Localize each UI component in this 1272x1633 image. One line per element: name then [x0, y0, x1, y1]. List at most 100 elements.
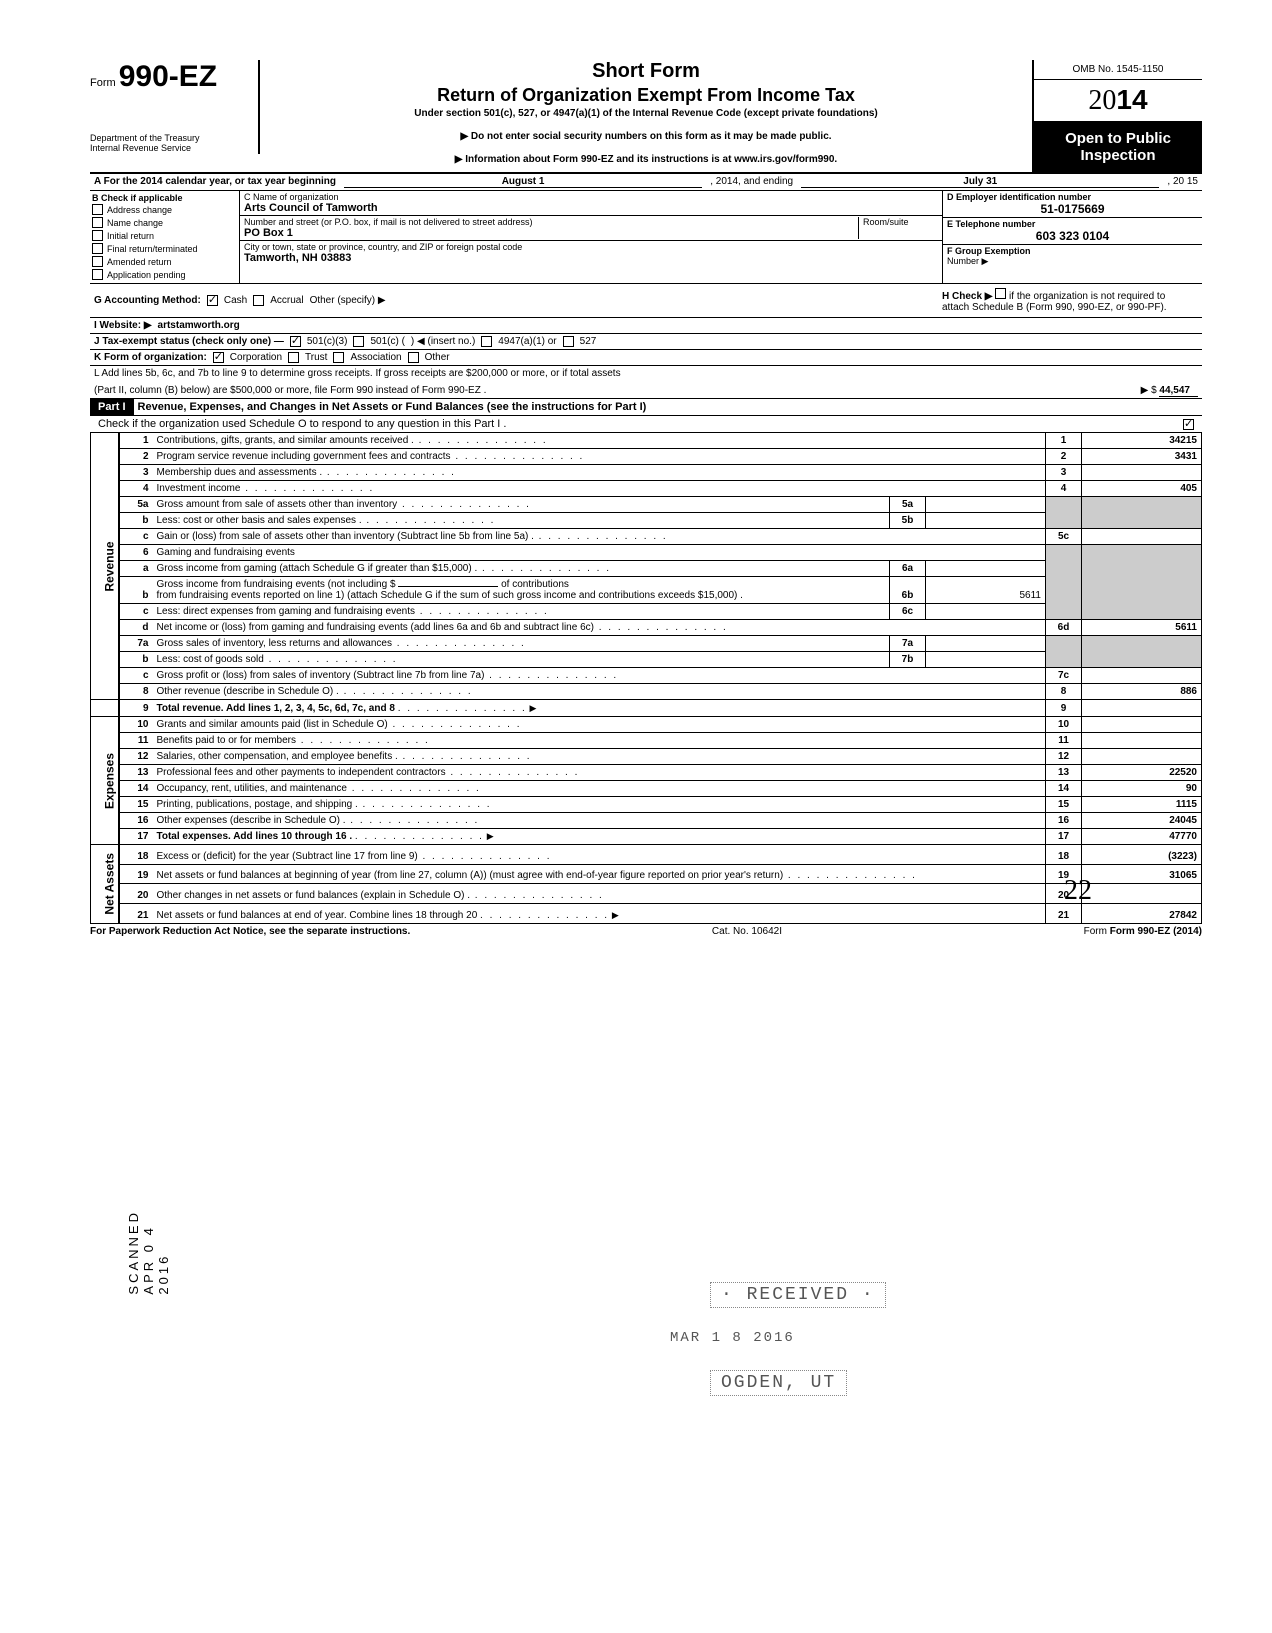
- ln5b-sv[interactable]: [926, 513, 1046, 529]
- year-prefix: 20: [1088, 85, 1116, 116]
- chk-name[interactable]: [92, 217, 103, 228]
- b-header: B Check if applicable: [92, 193, 237, 203]
- period-end[interactable]: July 31: [801, 176, 1159, 188]
- ln7b-sn: 7b: [890, 652, 926, 668]
- chk-part1-scho[interactable]: [1183, 419, 1194, 430]
- ln18-v[interactable]: (3223): [1082, 845, 1202, 865]
- ln6a-n: a: [119, 561, 153, 577]
- stamp-scanned: SCANNED APR 0 4 2016: [126, 1210, 171, 1295]
- i-label: I Website: ▶: [94, 320, 152, 331]
- ln21-v[interactable]: 27842: [1082, 903, 1202, 923]
- ln16-d: Other expenses (describe in Schedule O) …: [153, 813, 1046, 829]
- ln12-d: Salaries, other compensation, and employ…: [153, 749, 1046, 765]
- ln12-v[interactable]: [1082, 749, 1202, 765]
- ln19-v[interactable]: 31065: [1082, 864, 1202, 884]
- ln13-n: 13: [119, 765, 153, 781]
- ln18-d: Excess or (deficit) for the year (Subtra…: [153, 845, 1046, 865]
- phone[interactable]: 603 323 0104: [947, 229, 1198, 243]
- street-val[interactable]: PO Box 1: [244, 227, 858, 239]
- ln9-db: Total revenue. Add lines 1, 2, 3, 4, 5c,…: [157, 703, 395, 714]
- ln5a-d: Gross amount from sale of assets other t…: [153, 497, 890, 513]
- ln13-v[interactable]: 22520: [1082, 765, 1202, 781]
- chk-501c[interactable]: [353, 336, 364, 347]
- chk-corp[interactable]: [213, 352, 224, 363]
- website[interactable]: artstamworth.org: [158, 320, 240, 331]
- ln1-v[interactable]: 34215: [1082, 433, 1202, 449]
- org-name[interactable]: Arts Council of Tamworth: [244, 202, 938, 214]
- ln19-d: Net assets or fund balances at beginning…: [153, 864, 1046, 884]
- ln20-v[interactable]: [1082, 884, 1202, 904]
- chk-initial[interactable]: [92, 230, 103, 241]
- ln6d-v[interactable]: 5611: [1082, 620, 1202, 636]
- ln5a-sv[interactable]: [926, 497, 1046, 513]
- street-label: Number and street (or P.O. box, if mail …: [244, 217, 858, 227]
- opt-other-org: Other: [425, 352, 450, 363]
- ln10-d: Grants and similar amounts paid (list in…: [153, 717, 1046, 733]
- chk-h[interactable]: [995, 288, 1006, 299]
- ln17-v[interactable]: 47770: [1082, 829, 1202, 845]
- ln5b-n: b: [119, 513, 153, 529]
- ln6b-d2: of contributions: [501, 579, 569, 590]
- side-revenue: Revenue: [91, 433, 119, 700]
- ln15-nc: 15: [1046, 797, 1082, 813]
- row-i: I Website: ▶ artstamworth.org: [90, 318, 1202, 334]
- ln3-d: Membership dues and assessments .: [153, 465, 1046, 481]
- section-b: B Check if applicable Address change Nam…: [90, 191, 240, 283]
- ln6b-sn: 6b: [890, 577, 926, 604]
- chk-527[interactable]: [563, 336, 574, 347]
- ln10-v[interactable]: [1082, 717, 1202, 733]
- ln8-v[interactable]: 886: [1082, 684, 1202, 700]
- ln12-n: 12: [119, 749, 153, 765]
- chk-4947[interactable]: [481, 336, 492, 347]
- g-label: G Accounting Method:: [94, 295, 201, 306]
- ln6c-sv[interactable]: [926, 604, 1046, 620]
- row-j: J Tax-exempt status (check only one) — 5…: [90, 334, 1202, 350]
- city-val[interactable]: Tamworth, NH 03883: [244, 252, 938, 264]
- part1-title: Revenue, Expenses, and Changes in Net As…: [134, 399, 651, 415]
- ln15-v[interactable]: 1115: [1082, 797, 1202, 813]
- chk-cash[interactable]: [207, 295, 218, 306]
- ln6b-blank[interactable]: [398, 586, 498, 587]
- ln7a-sv[interactable]: [926, 636, 1046, 652]
- ln2-d: Program service revenue including govern…: [153, 449, 1046, 465]
- ln3-v[interactable]: [1082, 465, 1202, 481]
- chk-other-org[interactable]: [408, 352, 419, 363]
- chk-501c3[interactable]: [290, 336, 301, 347]
- side-blank: [91, 700, 119, 717]
- ln9-v[interactable]: [1082, 700, 1202, 717]
- right-header-block: OMB No. 1545-1150 2014 Open to Public In…: [1032, 60, 1202, 172]
- period-begin[interactable]: August 1: [344, 176, 702, 188]
- ln8-d: Other revenue (describe in Schedule O) .: [153, 684, 1046, 700]
- ln16-v[interactable]: 24045: [1082, 813, 1202, 829]
- ln2-v[interactable]: 3431: [1082, 449, 1202, 465]
- chk-amended[interactable]: [92, 256, 103, 267]
- ln18-nc: 18: [1046, 845, 1082, 865]
- chk-final[interactable]: [92, 243, 103, 254]
- ln5b-sn: 5b: [890, 513, 926, 529]
- chk-address[interactable]: [92, 204, 103, 215]
- opt-initial: Initial return: [107, 231, 154, 241]
- ln7c-v[interactable]: [1082, 668, 1202, 684]
- chk-assoc[interactable]: [333, 352, 344, 363]
- gross-receipts[interactable]: 44,547: [1159, 385, 1198, 397]
- ln11-v[interactable]: [1082, 733, 1202, 749]
- form-header: Form 990-EZ Department of the Treasury I…: [90, 60, 1202, 174]
- footer-right: Form Form 990-EZ (2014): [1084, 926, 1202, 937]
- form-number: 990-EZ: [119, 60, 217, 93]
- ln4-v[interactable]: 405: [1082, 481, 1202, 497]
- chk-pending[interactable]: [92, 269, 103, 280]
- open-to-public: Open to Public Inspection: [1034, 122, 1202, 172]
- arrow-icon: [530, 703, 537, 714]
- ln7c-n: c: [119, 668, 153, 684]
- ln5c-v[interactable]: [1082, 529, 1202, 545]
- ln7b-sv[interactable]: [926, 652, 1046, 668]
- ln9-d: Total revenue. Add lines 1, 2, 3, 4, 5c,…: [153, 700, 1046, 717]
- ln14-nc: 14: [1046, 781, 1082, 797]
- ln14-v[interactable]: 90: [1082, 781, 1202, 797]
- ln6b-sv[interactable]: 5611: [926, 577, 1046, 604]
- chk-accrual[interactable]: [253, 295, 264, 306]
- ein[interactable]: 51-0175669: [947, 202, 1198, 216]
- ln17-nc: 17: [1046, 829, 1082, 845]
- ln6a-sv[interactable]: [926, 561, 1046, 577]
- chk-trust[interactable]: [288, 352, 299, 363]
